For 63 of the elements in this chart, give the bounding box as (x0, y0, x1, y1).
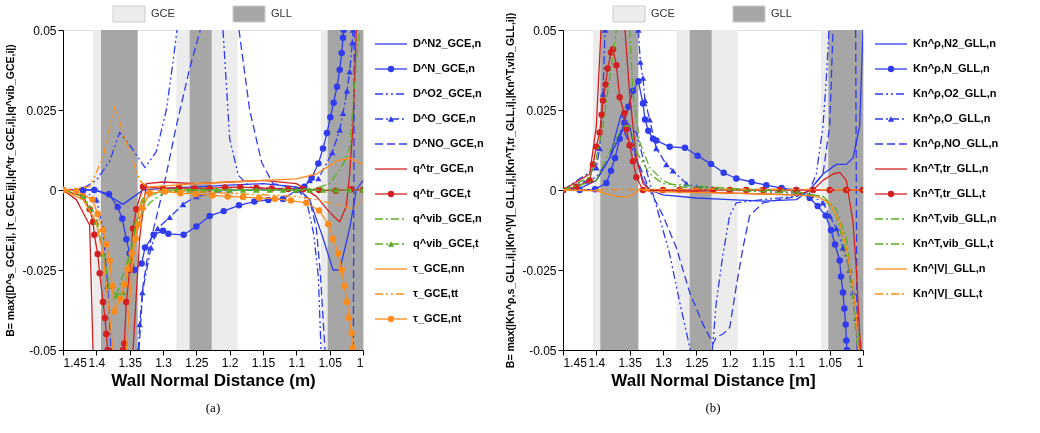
y-tick-label: -0.025 (522, 263, 557, 278)
legend-label: GLL (771, 7, 792, 19)
legend-label: D^O_GCE,n (413, 112, 476, 124)
text: (b) (705, 400, 721, 415)
y-tick-label: 0 (549, 183, 557, 198)
legend-label: q^vib_GCE,n (413, 212, 483, 224)
legend-label: τ_GCE,tt (413, 287, 459, 299)
x-tick-label: 1.25 (185, 355, 209, 370)
y-tick-label: 0.025 (26, 103, 57, 118)
legend-label: GLL (271, 7, 292, 19)
legend-label: q^vib_GCE,t (413, 237, 480, 249)
legend-label: q^tr_GCE,n (413, 162, 475, 174)
x-axis-title: Wall Normal Distance [m] (611, 370, 816, 390)
x-tick-label: 1.1 (788, 355, 806, 370)
legend-label: τ_GCE,nn (413, 262, 465, 274)
y-tick-label: -0.05 (529, 343, 557, 358)
x-tick-label: 1.35 (118, 355, 143, 370)
x-tick-label: 1.05 (318, 355, 343, 370)
y-tick-label: 0.025 (526, 103, 557, 118)
legend-label: D^O2_GCE,n (413, 87, 483, 99)
x-tick-label: 1.2 (721, 355, 739, 370)
x-tick-label: 1.25 (685, 355, 709, 370)
legend-label: Kn^T,vib_GLL,t (913, 237, 994, 249)
x-tick-label: 1.4 (588, 355, 606, 370)
y-tick-label: -0.05 (29, 343, 57, 358)
x-tick-label: 1.05 (818, 355, 843, 370)
legend-label: GCE (151, 7, 175, 19)
legend-label: Kn^ρ,N_GLL,n (913, 62, 991, 74)
legend-label: τ_GCE,nt (413, 312, 462, 324)
legend-label: Kn^ρ,NO_GLL,n (913, 137, 999, 149)
x-tick-label: 1.3 (655, 355, 673, 370)
legend-label: Kn^T,tr_GLL,n (913, 162, 989, 174)
x-tick-label: 1.4 (88, 355, 106, 370)
legend-label: Kn^T,tr_GLL,t (913, 187, 986, 199)
legend-label: D^NO_GCE,n (413, 137, 484, 149)
y-axis-title: B= max(|D^s_GCE,i|, |τ_GCE,ij|,|q^tr_GCE,i|,|q^vib_GCE,i|) (4, 44, 17, 337)
y-tick-label: -0.025 (22, 263, 57, 278)
legend-label: q^tr_GCE,t (413, 187, 472, 199)
legend-label: Kn^T,vib_GLL,n (913, 212, 997, 224)
legend-label: D^N_GCE,n (413, 62, 476, 74)
text: (a) (205, 400, 221, 415)
x-tick-label: 1.45 (63, 355, 88, 370)
legend-label: Kn^|V|_GLL,t (913, 287, 983, 299)
x-tick-label: 1.45 (563, 355, 588, 370)
legend-label: Kn^|V|_GLL,n (913, 262, 986, 274)
x-axis-title: Wall Normal Distance (m) (111, 370, 316, 390)
x-tick-label: 1.15 (251, 355, 276, 370)
legend-label: D^N2_GCE,n (413, 37, 482, 49)
legend-label: Kn^ρ,O_GLL,n (913, 112, 991, 124)
x-tick-label: 1.1 (288, 355, 306, 370)
x-tick-label: 1 (356, 355, 364, 370)
x-tick-label: 1.3 (155, 355, 173, 370)
x-tick-label: 1.35 (618, 355, 643, 370)
y-tick-label: 0.05 (533, 23, 557, 38)
x-tick-label: 1 (856, 355, 864, 370)
legend-label: Kn^ρ,N2_GLL,n (913, 37, 997, 49)
legend-label: Kn^ρ,O2_GLL,n (913, 87, 997, 99)
legend-label: GCE (651, 7, 675, 19)
x-tick-label: 1.2 (221, 355, 239, 370)
y-axis-title: B= max(|Kn^ρ,s_GLL,i|,|Kn^|V|_GLL,i|,|Kn^T,tr_GLL,i|,|Kn^T,vib_GLL,i|) (504, 12, 517, 369)
y-tick-label: 0.05 (33, 23, 57, 38)
x-tick-label: 1.15 (751, 355, 776, 370)
y-tick-label: 0 (49, 183, 57, 198)
